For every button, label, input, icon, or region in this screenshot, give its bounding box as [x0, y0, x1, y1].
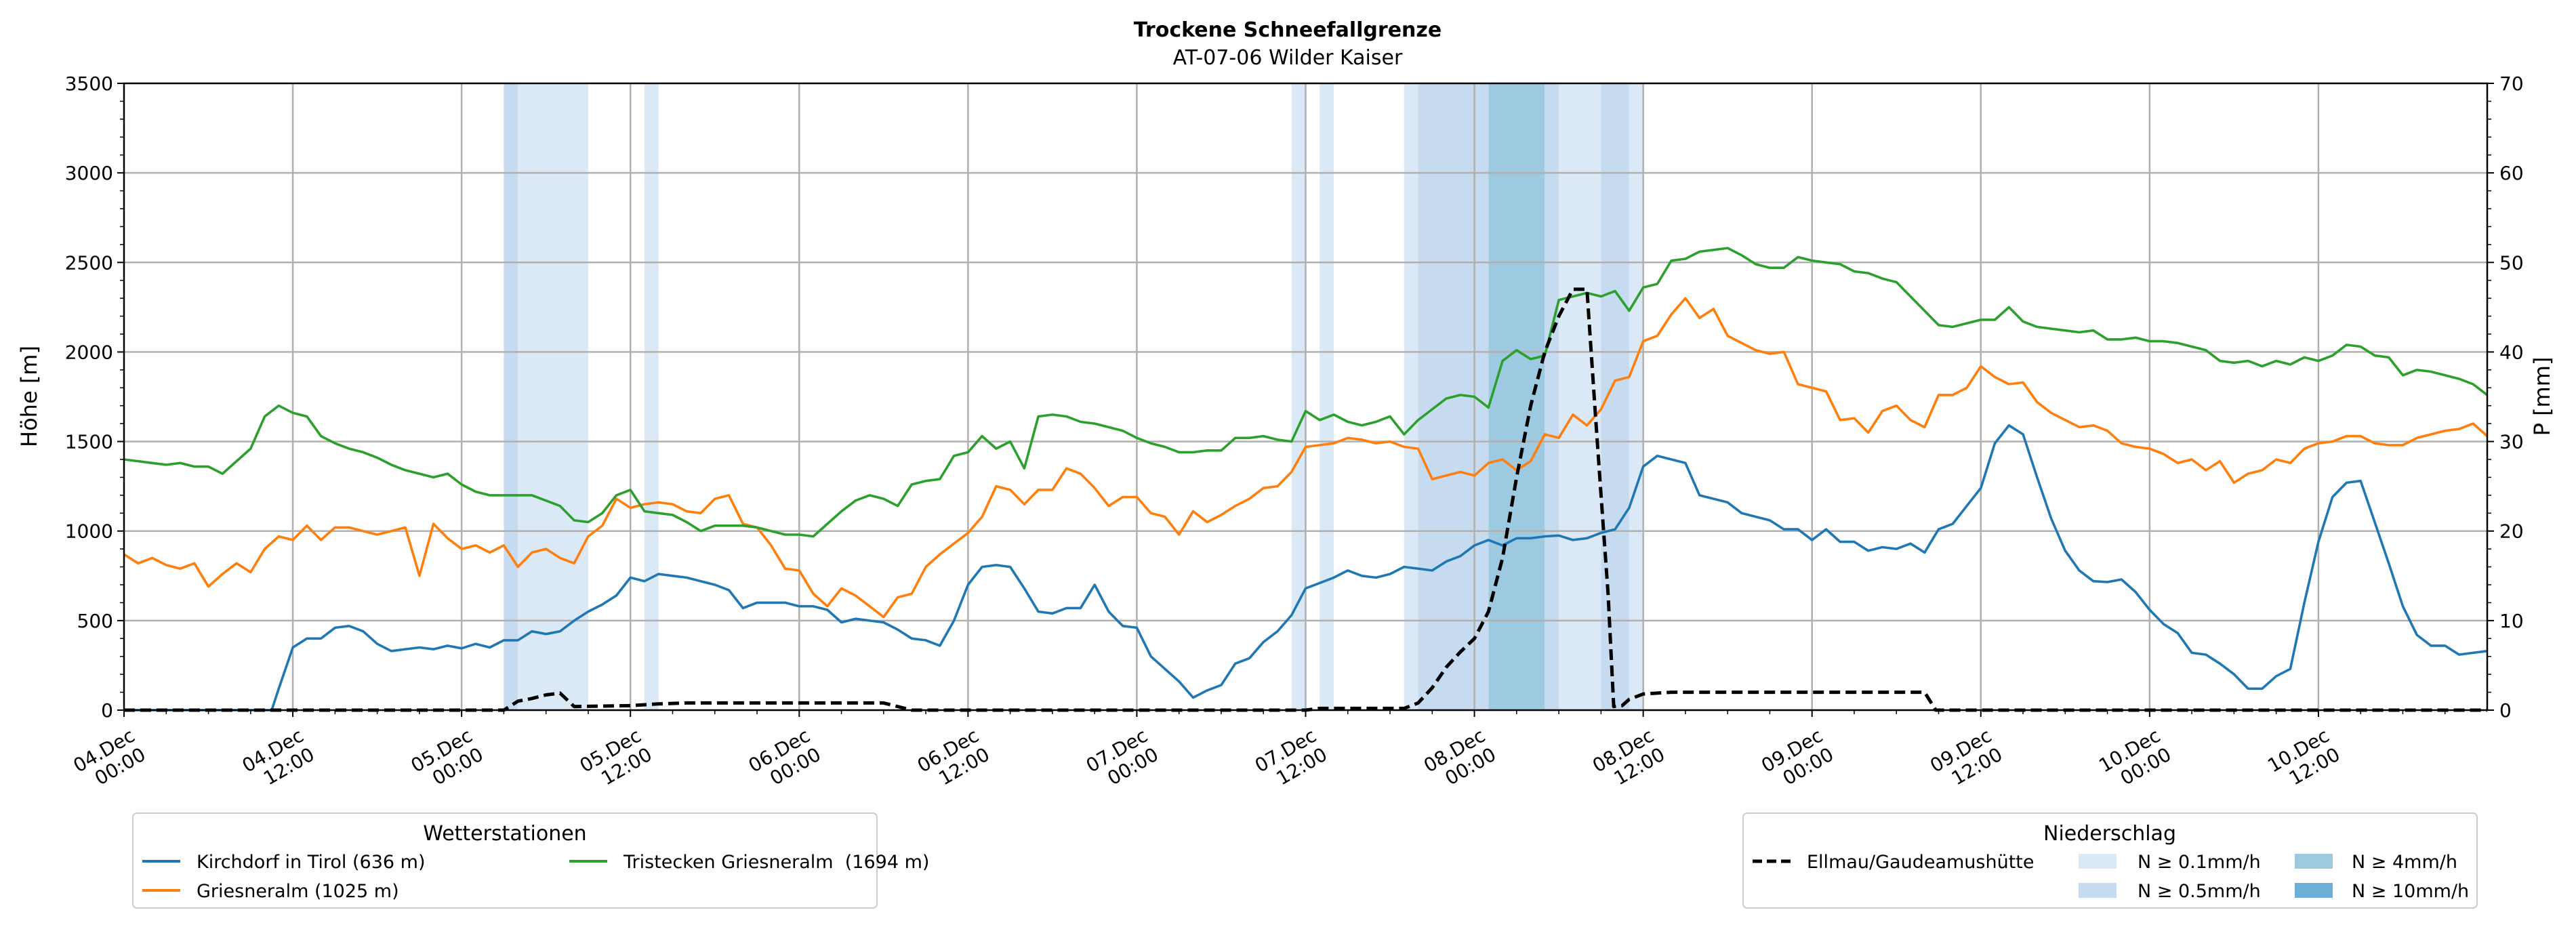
y-tick-label-left: 1000	[65, 520, 113, 543]
precip-band	[1320, 83, 1334, 710]
precip-band	[1601, 83, 1629, 710]
legend-swatch-level-1	[2079, 854, 2117, 869]
precip-band	[1488, 83, 1545, 710]
legend-stations-box	[132, 812, 878, 909]
legend-swatch-level-2	[2079, 883, 2117, 898]
legend-swatch-level-4	[2295, 883, 2333, 898]
y-tick-label-right: 40	[2499, 341, 2524, 363]
y-tick-label-right: 50	[2499, 251, 2524, 274]
precip-band	[644, 83, 659, 710]
legend-stations: Wetterstationen Kirchdorf in Tirol (636 …	[132, 812, 929, 909]
y-tick-label-right: 70	[2499, 73, 2524, 95]
y-tick-label-left: 2500	[65, 251, 113, 274]
legend-entry-ellmau: Ellmau/Gaudeamushütte	[1807, 852, 2034, 873]
grid	[124, 83, 2487, 710]
y-tick-label-right: 60	[2499, 162, 2524, 184]
legend-entry-level-4: N ≥ 10mm/h	[2352, 881, 2469, 902]
chart-title: Trockene Schneefallgrenze	[1134, 18, 1442, 42]
legend-precip: Niederschlag Ellmau/Gaudeamushütte N ≥ 0…	[1742, 812, 2478, 909]
y-tick-label-left: 3500	[65, 73, 113, 95]
y-axis-label-left: Höhe [m]	[16, 346, 42, 447]
legend-entry-tristecken: Tristecken Griesneralm (1694 m)	[623, 852, 929, 873]
series-line	[123, 247, 2489, 538]
series-line	[124, 287, 2487, 712]
series-line	[123, 297, 2489, 619]
y-tick-label-left: 2000	[65, 341, 113, 363]
precip-band	[1545, 83, 1559, 710]
y-tick-label-right: 0	[2499, 699, 2512, 722]
y-tick-label-right: 30	[2499, 431, 2524, 453]
precip-band	[1629, 83, 1643, 710]
legend-precip-title: Niederschlag	[2043, 822, 2176, 846]
y-tick-label-left: 3000	[65, 162, 113, 184]
precip-band	[1291, 83, 1306, 710]
y-tick-label-left: 1500	[65, 431, 113, 453]
y-axis-label-right: P [mm]	[2529, 357, 2555, 436]
y-tick-label-right: 10	[2499, 610, 2524, 632]
y-tick-label-left: 0	[101, 699, 113, 722]
chart-subtitle: AT-07-06 Wilder Kaiser	[1173, 46, 1403, 70]
precip-band	[504, 83, 518, 710]
legend-entry-kirchdorf: Kirchdorf in Tirol (636 m)	[197, 852, 425, 873]
legend-entry-level-1: N ≥ 0.1mm/h	[2138, 852, 2261, 873]
y-tick-label-left: 500	[77, 610, 113, 632]
legend-stations-title: Wetterstationen	[423, 822, 586, 846]
series-lines	[123, 247, 2489, 712]
precip-band	[1404, 83, 1418, 710]
precip-band	[531, 83, 588, 710]
legend-entry-griesneralm: Griesneralm (1025 m)	[197, 881, 399, 902]
legend-entry-level-3: N ≥ 4mm/h	[2352, 852, 2457, 873]
precip-band	[518, 83, 532, 710]
series-line	[124, 424, 2488, 711]
legend-entry-level-2: N ≥ 0.5mm/h	[2138, 881, 2261, 902]
precip-bands	[504, 83, 1643, 710]
y-tick-label-right: 20	[2499, 520, 2524, 543]
legend-swatch-level-3	[2295, 854, 2333, 869]
